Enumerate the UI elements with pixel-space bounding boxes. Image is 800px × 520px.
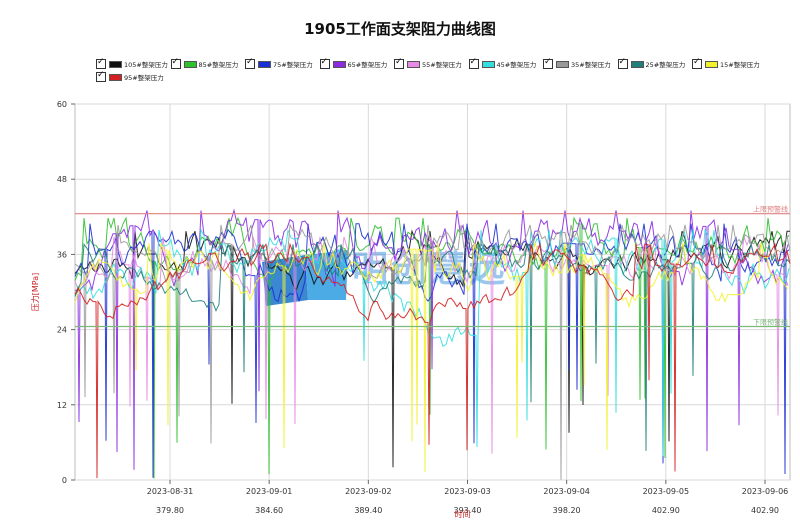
legend-item: 55#整架压力 — [394, 57, 462, 70]
y-tick-label: 48 — [57, 175, 67, 184]
legend-item: 85#整架压力 — [170, 57, 239, 70]
x-date-label: 2023-09-04 — [543, 487, 590, 496]
legend-swatch — [407, 60, 420, 68]
legend-label: 95#整架压力 — [124, 74, 164, 82]
legend-swatch — [556, 60, 569, 68]
x-distance-label: 398.20 — [553, 506, 581, 515]
y-axis-label: 压力[MPa] — [30, 273, 40, 312]
legend-label: 75#整架压力 — [273, 61, 313, 69]
legend-item: 65#整架压力 — [319, 57, 388, 70]
legend-checkbox[interactable] — [96, 70, 106, 82]
legend-item: 25#整架压力 — [617, 57, 686, 70]
legend-checkbox[interactable] — [319, 57, 330, 69]
y-tick-label: 60 — [57, 100, 67, 109]
legend-label: 45#整架压力 — [496, 61, 537, 69]
legend-label: 25#整架压力 — [645, 61, 686, 69]
legend-label: 15#整架压力 — [720, 61, 760, 69]
x-date-label: 2023-09-02 — [345, 487, 392, 496]
y-tick-label: 24 — [57, 326, 67, 335]
x-date-label: 2023-09-01 — [246, 487, 293, 496]
x-axis-label: 时间 — [455, 509, 471, 519]
x-distance-label: 389.40 — [354, 506, 382, 515]
series-line — [74, 223, 791, 480]
y-tick-label: 0 — [62, 476, 67, 485]
legend-swatch — [258, 60, 271, 68]
legend-checkbox[interactable] — [170, 57, 181, 69]
legend-checkbox[interactable] — [543, 57, 553, 69]
legend-label: 55#整架压力 — [422, 61, 462, 69]
legend-checkbox[interactable] — [245, 57, 255, 69]
legend-item: 45#整架压力 — [468, 57, 537, 70]
series-line — [74, 242, 791, 479]
legend-label: 105#整架压力 — [124, 61, 168, 69]
legend-item: 105#整架压力 — [96, 57, 168, 70]
legend-swatch — [705, 60, 718, 68]
x-date-label: 2023-08-31 — [147, 487, 194, 496]
y-tick-label: 36 — [57, 250, 67, 259]
legend-checkbox[interactable] — [394, 57, 404, 69]
x-distance-label: 384.60 — [255, 506, 283, 515]
threshold-label: 上限预警线 — [753, 205, 788, 214]
x-date-label: 2023-09-05 — [643, 487, 690, 496]
x-distance-label: 402.90 — [652, 506, 680, 515]
legend-item: 15#整架压力 — [692, 57, 760, 70]
legend-checkbox[interactable] — [617, 57, 628, 69]
x-distance-label: 393.40 — [454, 506, 482, 515]
y-tick-label: 12 — [57, 401, 67, 410]
legend-swatch — [109, 60, 122, 68]
legend-swatch — [630, 60, 644, 68]
legend-item: 95#整架压力 — [96, 70, 164, 83]
legend-checkbox[interactable] — [96, 57, 106, 69]
series-line — [74, 242, 791, 451]
legend-swatch — [183, 60, 197, 68]
legend-swatch — [481, 60, 495, 68]
x-date-label: 2023-09-06 — [742, 487, 789, 496]
chart-title: 1905工作面支架阻力曲线图 — [304, 20, 496, 38]
legend-checkbox[interactable] — [692, 57, 702, 69]
x-date-label: 2023-09-03 — [444, 487, 491, 496]
series-line — [74, 241, 789, 473]
legend-item: 75#整架压力 — [245, 57, 313, 70]
series-line — [74, 216, 790, 479]
threshold-label: 下限预警线 — [753, 317, 788, 326]
legend-item: 35#整架压力 — [543, 57, 611, 70]
x-distance-label: 379.80 — [156, 506, 184, 515]
legend-checkbox[interactable] — [468, 57, 479, 69]
x-distance-label: 402.90 — [751, 506, 779, 515]
legend-swatch — [332, 60, 346, 68]
legend-swatch — [109, 73, 122, 81]
legend-label: 35#整架压力 — [571, 61, 611, 69]
series-line — [74, 223, 790, 478]
legend-label: 65#整架压力 — [347, 61, 388, 69]
legend-label: 85#整架压力 — [198, 61, 239, 69]
